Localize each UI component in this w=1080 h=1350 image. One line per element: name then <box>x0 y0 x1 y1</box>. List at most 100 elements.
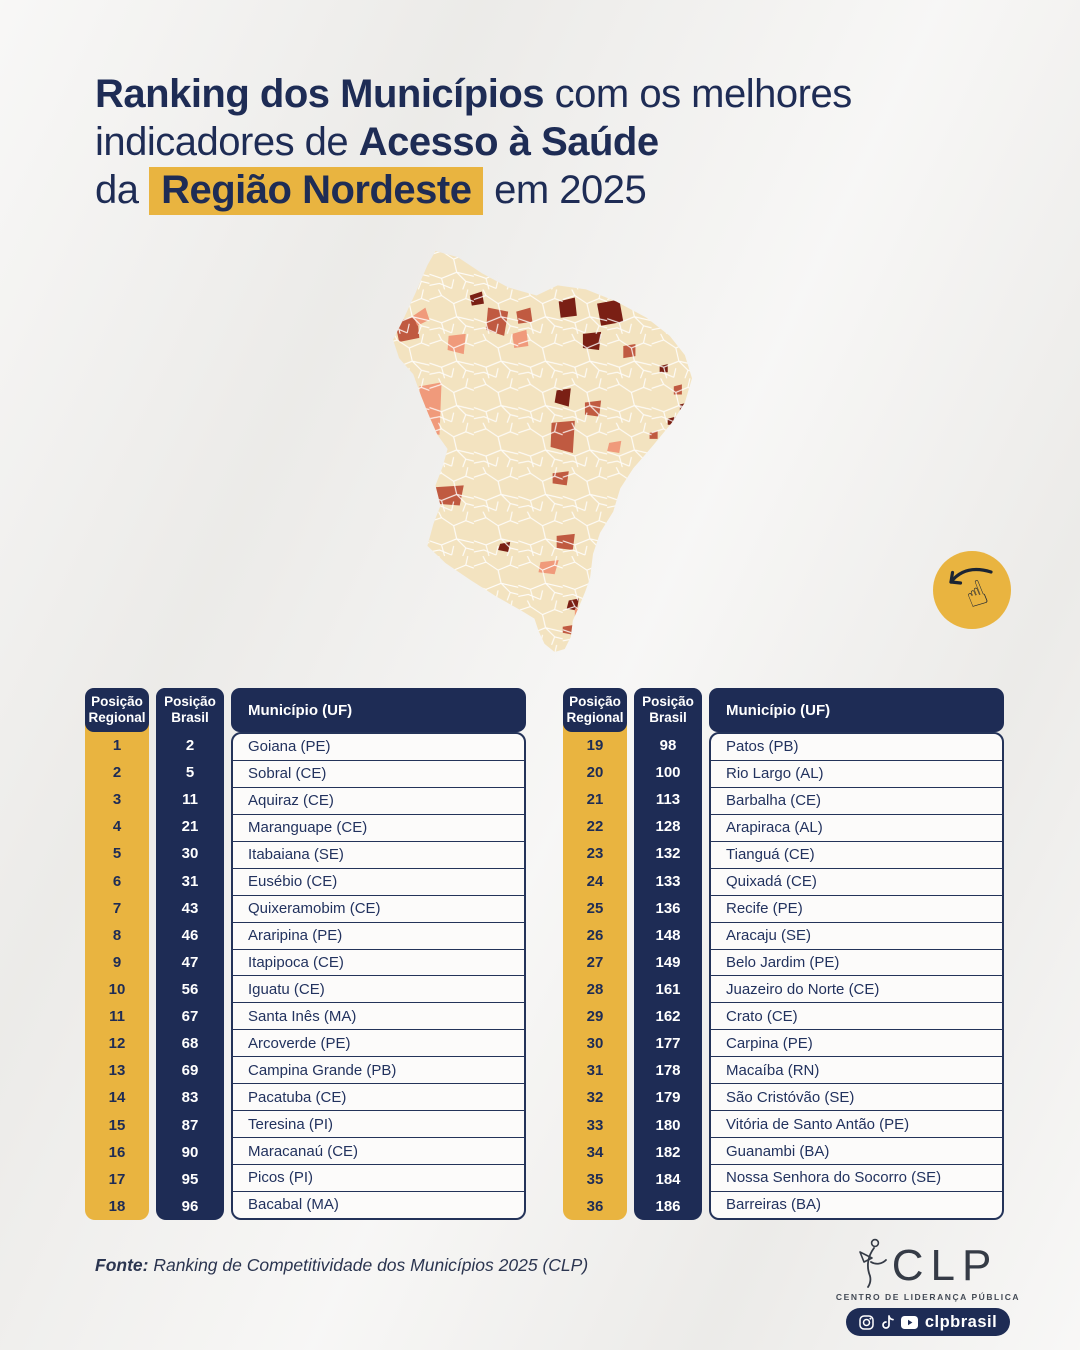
swipe-hint-badge[interactable]: ☝ <box>933 551 1011 629</box>
regional-rank: 1 <box>112 737 122 755</box>
regional-rank: 9 <box>112 953 122 971</box>
regional-rank: 25 <box>586 899 604 917</box>
brasil-rank: 90 <box>181 1143 199 1161</box>
header-municipio: Município (UF) <box>231 688 526 732</box>
tiktok-icon <box>881 1314 894 1330</box>
brasil-rank: 87 <box>181 1116 199 1134</box>
regional-rank: 3 <box>112 791 122 809</box>
brasil-rank: 68 <box>181 1035 199 1053</box>
yellow-strip <box>85 688 149 1220</box>
brasil-rank: 98 <box>659 737 677 755</box>
navy-strip <box>156 688 224 1220</box>
regional-rank: 27 <box>586 953 604 971</box>
brasil-rank: 46 <box>181 926 199 944</box>
regional-rank-cells: 19 20 21 22 23 24 25 26 27 28 29 30 31 3… <box>563 732 627 1220</box>
regional-rank: 16 <box>108 1143 126 1161</box>
municipio-cell: Vitória de Santo Antão (PE) <box>711 1111 1002 1139</box>
ranking-table-left: Posição Regional 1 2 3 4 5 6 7 8 9 10 11… <box>85 688 526 1220</box>
municipio-list: Patos (PB) Rio Largo (AL) Barbalha (CE) … <box>709 732 1004 1220</box>
municipio-cell: Santa Inês (MA) <box>233 1003 524 1031</box>
municipio-cell: Barreiras (BA) <box>726 1196 822 1214</box>
brasil-rank: 2 <box>185 737 195 755</box>
regional-rank: 6 <box>112 872 122 890</box>
brasil-rank: 95 <box>181 1170 199 1188</box>
clp-logo: CLP <box>858 1238 999 1288</box>
ranking-tables: Posição Regional 1 2 3 4 5 6 7 8 9 10 11… <box>85 688 1004 1220</box>
municipio-cell: Teresina (PI) <box>233 1111 524 1139</box>
municipio-cell: Recife (PE) <box>711 896 1002 923</box>
regional-rank: 28 <box>586 981 604 999</box>
municipio-cell: Crato (CE) <box>711 1003 1002 1031</box>
municipio-cell: Itapipoca (CE) <box>233 950 524 977</box>
regional-rank: 13 <box>108 1062 126 1080</box>
brasil-rank: 148 <box>655 926 681 944</box>
source-note: Fonte: Ranking de Competitividade dos Mu… <box>95 1255 588 1276</box>
regional-rank: 5 <box>112 845 122 863</box>
regional-rank: 24 <box>586 872 604 890</box>
municipio-cell: São Cristóvão (SE) <box>711 1084 1002 1112</box>
swipe-arrow-icon <box>949 568 993 585</box>
municipio-cell: Picos (PI) <box>233 1165 524 1192</box>
header-posicao-brasil: Posição Brasil <box>634 688 702 732</box>
brasil-rank-cells: 98 100 113 128 132 133 136 148 149 161 1… <box>634 732 702 1220</box>
regional-rank: 30 <box>586 1035 604 1053</box>
regional-rank: 15 <box>108 1116 126 1134</box>
municipio-cell: Patos (PB) <box>711 734 1002 761</box>
brasil-rank: 162 <box>655 1008 681 1026</box>
title-line-3: da Região Nordeste em 2025 <box>95 166 852 215</box>
municipio-cell: Maranguape (CE) <box>233 815 524 842</box>
municipio-list: Goiana (PE) Sobral (CE) Aquiraz (CE) Mar… <box>231 732 526 1220</box>
municipio-cell: Rio Largo (AL) <box>711 761 1002 788</box>
brasil-rank-cells: 2 5 11 21 30 31 43 46 47 56 67 68 69 83 … <box>156 732 224 1220</box>
municipio-cell: Campina Grande (PB) <box>233 1057 524 1085</box>
regional-rank-cells: 1 2 3 4 5 6 7 8 9 10 11 12 13 14 15 16 1 <box>85 732 149 1220</box>
municipio-cell: Iguatu (CE) <box>233 976 524 1004</box>
brasil-rank: 177 <box>655 1035 681 1053</box>
clp-wordmark: CLP <box>891 1241 999 1290</box>
municipio-cell: Sobral (CE) <box>233 761 524 788</box>
regional-rank: 31 <box>586 1062 604 1080</box>
brasil-rank: 161 <box>655 981 681 999</box>
clp-logo-block: CLP CENTRO DE LIDERANÇA PÚBLICA clpbrasi… <box>836 1238 1019 1336</box>
regional-rank: 18 <box>108 1197 126 1215</box>
brasil-rank: 21 <box>181 818 199 836</box>
municipio-cell: Arapiraca (AL) <box>711 815 1002 842</box>
municipio-cell: Barbalha (CE) <box>711 788 1002 815</box>
instagram-icon <box>859 1314 874 1330</box>
municipio-cell: Itabaiana (SE) <box>233 842 524 869</box>
brasil-rank: 30 <box>181 845 199 863</box>
regional-position-column: Posição Regional 1 2 3 4 5 6 7 8 9 10 11… <box>85 688 149 1220</box>
header-posicao-regional: Posição Regional <box>563 688 627 732</box>
regional-rank: 7 <box>112 899 122 917</box>
clp-figure-icon <box>858 1238 887 1288</box>
brasil-rank: 149 <box>655 953 681 971</box>
map-svg <box>393 251 692 652</box>
regional-rank: 10 <box>108 981 126 999</box>
municipio-cell: Carpina (PE) <box>711 1030 1002 1058</box>
regional-position-column: Posição Regional 19 20 21 22 23 24 25 26… <box>563 688 627 1220</box>
brasil-rank: 178 <box>655 1062 681 1080</box>
brasil-rank: 179 <box>655 1089 681 1107</box>
clp-social-pill[interactable]: clpbrasil <box>845 1308 1011 1336</box>
municipio-cell: Aquiraz (CE) <box>233 788 524 815</box>
brasil-rank: 56 <box>181 981 199 999</box>
map-mesh-overlay <box>393 251 692 652</box>
brasil-rank: 133 <box>655 872 681 890</box>
brasil-rank: 180 <box>655 1116 681 1134</box>
brasil-rank: 184 <box>655 1170 681 1188</box>
brasil-rank: 67 <box>181 1008 199 1026</box>
highlighted-region: Região Nordeste <box>149 167 484 215</box>
brasil-rank: 47 <box>181 953 199 971</box>
yellow-strip <box>563 688 627 1220</box>
regional-rank: 8 <box>112 926 122 944</box>
clp-handle: clpbrasil <box>924 1312 998 1331</box>
title-line-2: indicadores de Acesso à Saúde <box>95 120 659 164</box>
municipio-cell: Bacabal (MA) <box>248 1196 339 1214</box>
source-text: Ranking de Competitividade dos Município… <box>148 1255 589 1275</box>
municipio-cell: Goiana (PE) <box>233 734 524 761</box>
regional-rank: 29 <box>586 1008 604 1026</box>
regional-rank: 19 <box>586 737 604 755</box>
municipio-cell: Quixeramobim (CE) <box>233 896 524 923</box>
brasil-rank: 132 <box>655 845 681 863</box>
brasil-rank: 136 <box>655 899 681 917</box>
